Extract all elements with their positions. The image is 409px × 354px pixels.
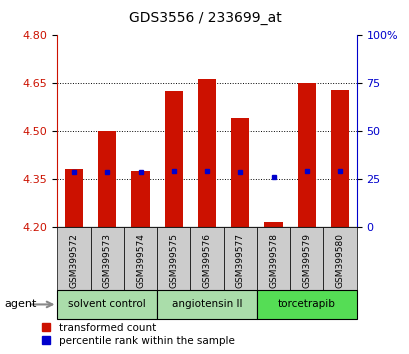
Bar xyxy=(98,131,116,227)
Text: GSM399575: GSM399575 xyxy=(169,233,178,288)
Bar xyxy=(57,227,90,290)
Text: GSM399576: GSM399576 xyxy=(202,233,211,288)
Text: GSM399572: GSM399572 xyxy=(70,233,79,288)
Bar xyxy=(157,227,190,290)
Text: angiotensin II: angiotensin II xyxy=(171,299,242,309)
Bar xyxy=(131,171,149,227)
Text: GSM399579: GSM399579 xyxy=(301,233,310,288)
Bar xyxy=(190,227,223,290)
Bar xyxy=(323,227,356,290)
Bar xyxy=(231,118,249,227)
Bar xyxy=(290,227,323,290)
Text: agent: agent xyxy=(4,299,36,309)
Text: GSM399574: GSM399574 xyxy=(136,233,145,288)
Bar xyxy=(164,91,182,227)
Bar xyxy=(330,90,348,227)
Text: GSM399577: GSM399577 xyxy=(235,233,244,288)
Bar xyxy=(264,222,282,227)
Text: solvent control: solvent control xyxy=(68,299,146,309)
Text: torcetrapib: torcetrapib xyxy=(277,299,335,309)
Text: GSM399578: GSM399578 xyxy=(268,233,277,288)
Bar xyxy=(256,290,356,319)
Bar xyxy=(65,169,83,227)
Bar xyxy=(223,227,256,290)
Bar xyxy=(256,227,290,290)
Bar xyxy=(157,290,256,319)
Text: GDS3556 / 233699_at: GDS3556 / 233699_at xyxy=(128,11,281,25)
Text: GSM399580: GSM399580 xyxy=(335,233,344,288)
Legend: transformed count, percentile rank within the sample: transformed count, percentile rank withi… xyxy=(42,323,234,346)
Text: GSM399573: GSM399573 xyxy=(103,233,112,288)
Bar xyxy=(297,83,315,227)
Bar xyxy=(124,227,157,290)
Bar xyxy=(198,79,216,227)
Bar xyxy=(90,227,124,290)
Bar xyxy=(57,290,157,319)
